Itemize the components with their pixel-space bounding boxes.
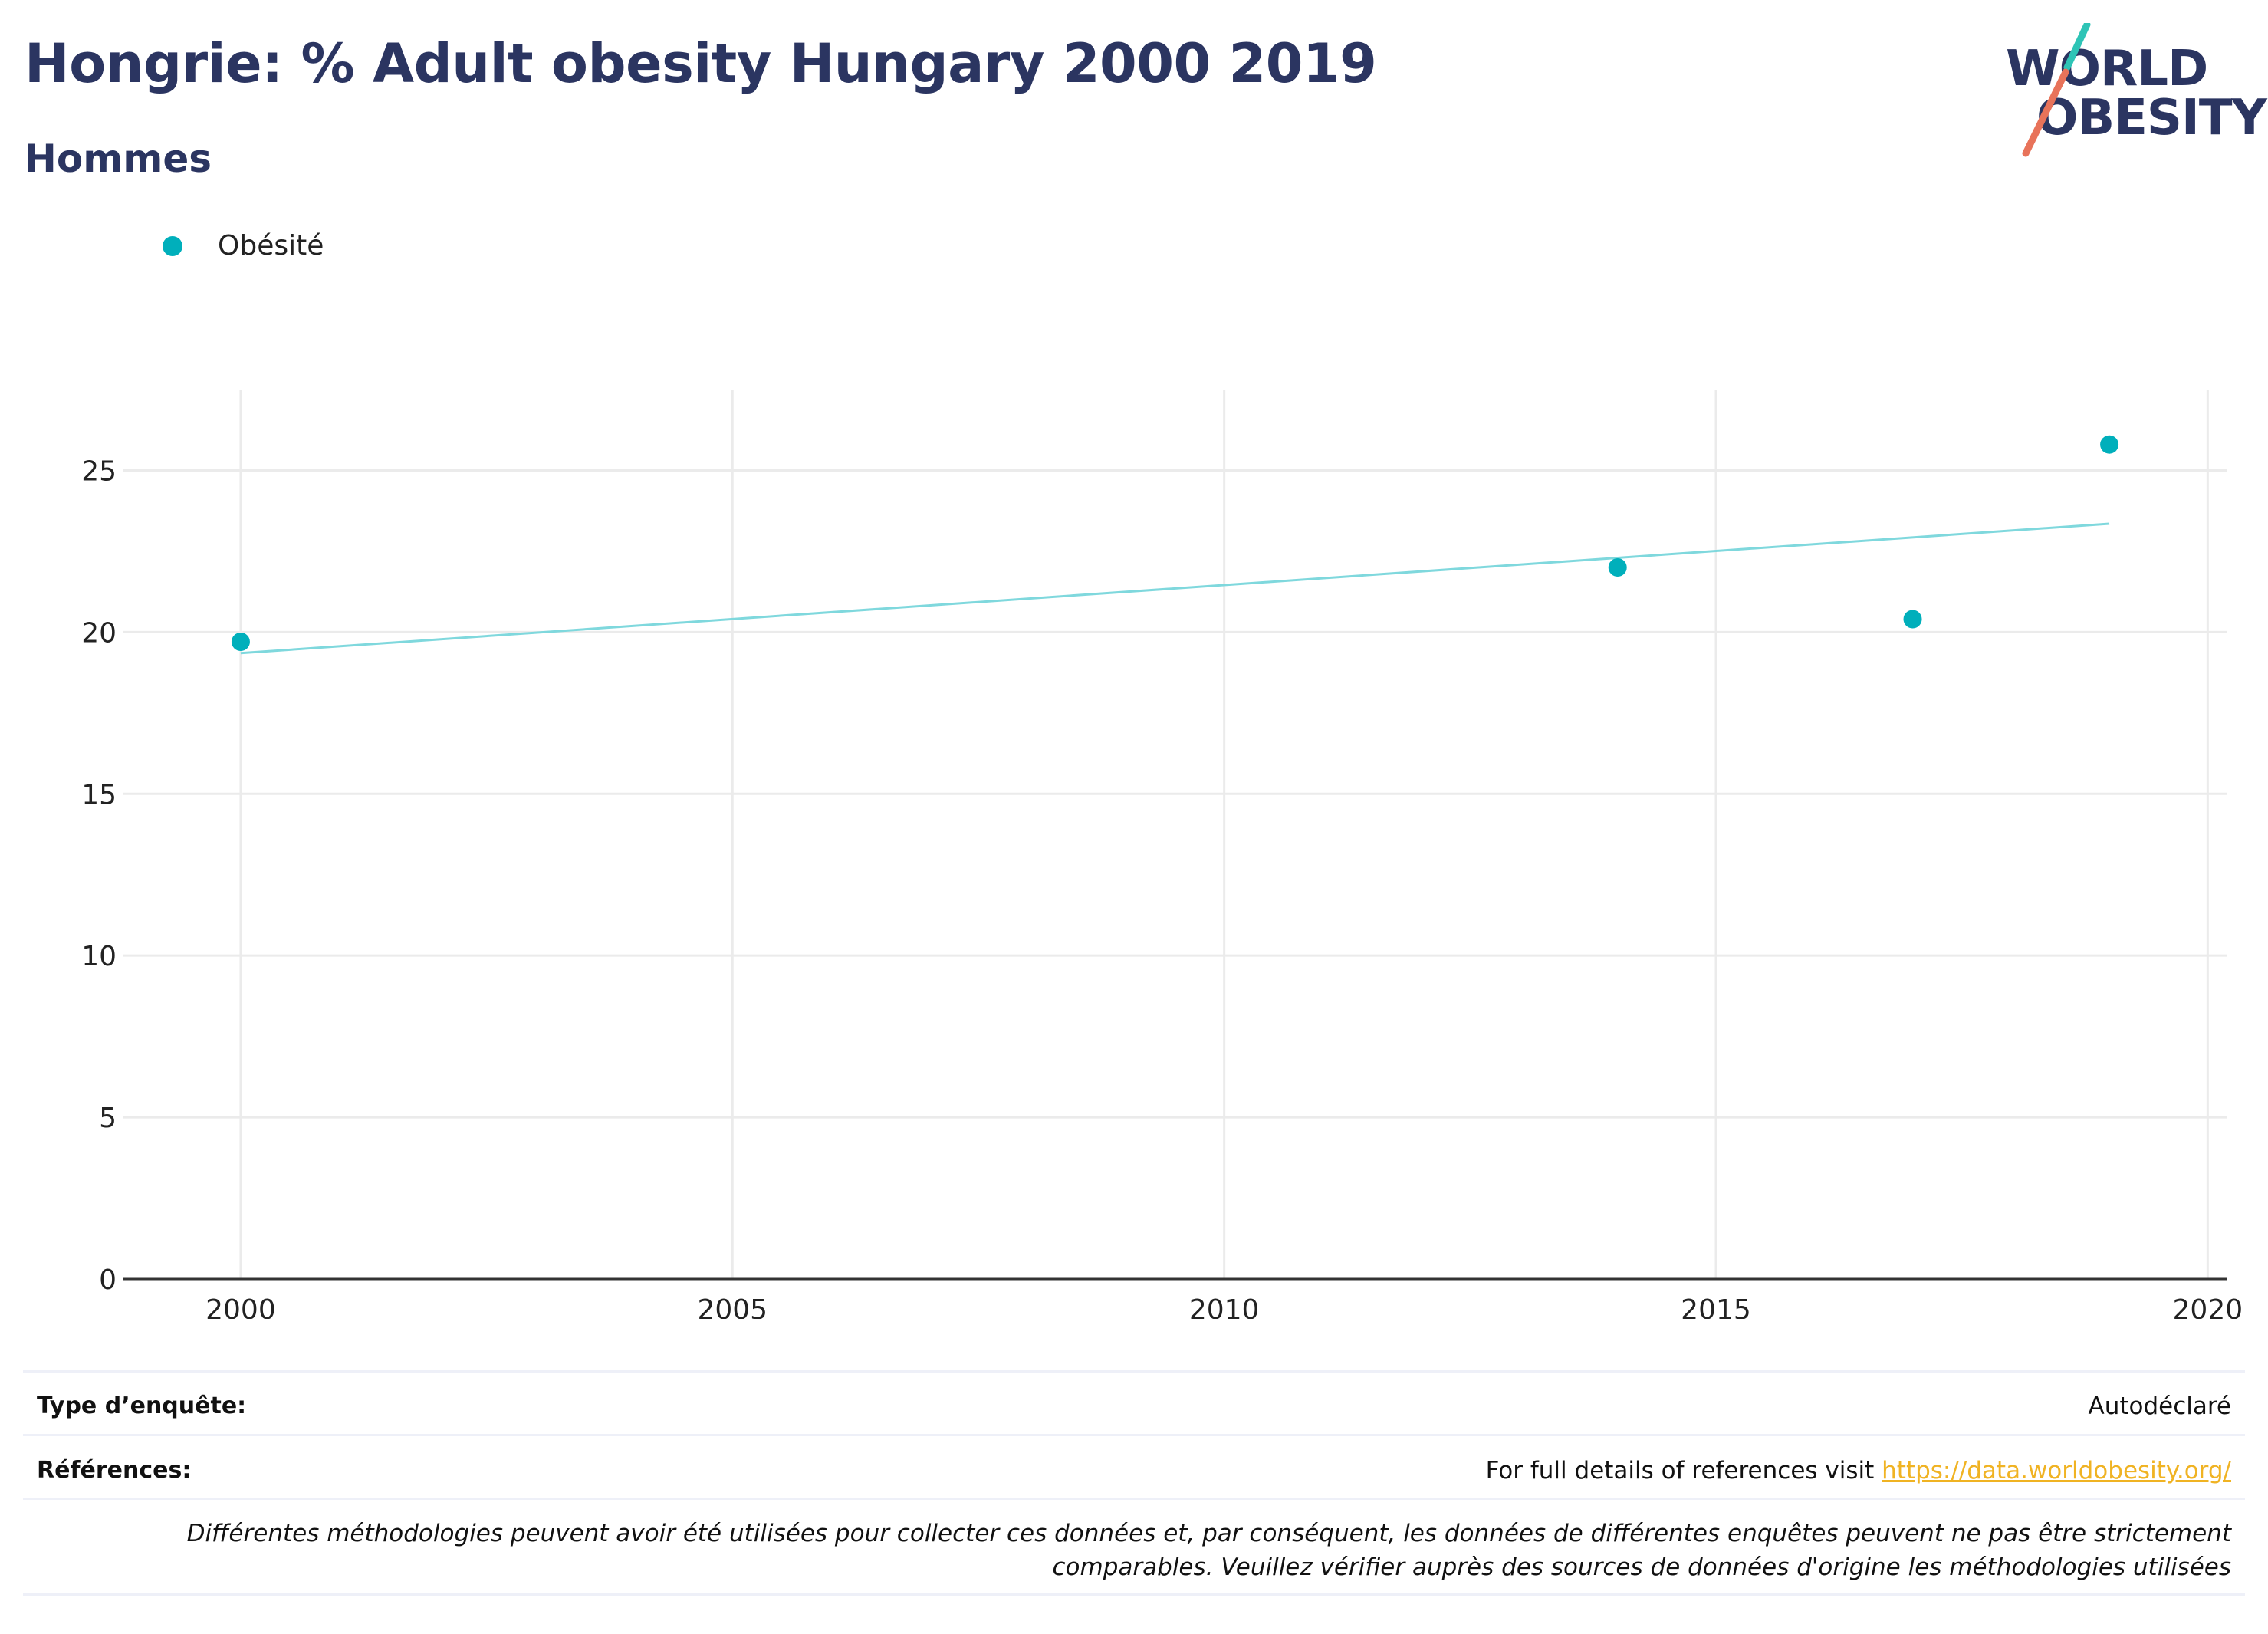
references-value: For full details of references visit htt… xyxy=(1486,1457,2231,1484)
y-tick-label: 10 xyxy=(81,941,117,972)
trendline xyxy=(240,522,2110,655)
page-title: Hongrie: % Adult obesity Hungary 2000 20… xyxy=(25,32,1377,95)
survey-type-label: Type d’enquête: xyxy=(37,1392,247,1419)
x-tick-label: 2015 xyxy=(1681,1294,1751,1319)
y-gridlines xyxy=(123,469,2227,1119)
chart-subtitle: Hommes xyxy=(25,136,212,181)
methodology-note-line-2: comparables. Veuillez vérifier auprès de… xyxy=(1052,1553,2231,1581)
data-points xyxy=(231,435,2119,652)
y-tick-label: 0 xyxy=(99,1264,117,1296)
footer-divider xyxy=(23,1498,2245,1500)
footer-divider-top xyxy=(23,1370,2245,1373)
references-text: For full details of references visit xyxy=(1485,1457,1875,1484)
survey-type-value: Autodéclaré xyxy=(2088,1392,2231,1420)
x-tick-label: 2000 xyxy=(205,1294,276,1319)
logo-line-1: WORLD xyxy=(2006,41,2208,97)
legend-label: Obésité xyxy=(218,230,324,261)
x-tick-label: 2010 xyxy=(1189,1294,1260,1319)
y-tick-labels: 0 5 10 15 20 25 xyxy=(81,455,117,1296)
data-point xyxy=(231,633,250,652)
y-tick-label: 15 xyxy=(81,779,117,810)
x-gridlines xyxy=(239,390,2209,1279)
methodology-note-line-1: Différentes méthodologies peuvent avoir … xyxy=(186,1520,2231,1547)
references-label: Références: xyxy=(37,1457,192,1484)
x-tick-label: 2005 xyxy=(697,1294,768,1319)
data-point xyxy=(2100,435,2119,454)
world-obesity-logo[interactable]: WORLD OBESITY xyxy=(1994,23,2267,161)
chart-plot: 0 5 10 15 20 25 2000 2005 2010 2015 2020 xyxy=(81,390,2243,1319)
chart-legend[interactable]: Obésité xyxy=(153,230,324,261)
y-tick-label: 25 xyxy=(81,455,117,487)
logo-slash-icon xyxy=(2022,23,2091,157)
x-tick-labels: 2000 2005 2010 2015 2020 xyxy=(205,1294,2243,1319)
logo-line-2: OBESITY xyxy=(2036,90,2267,146)
data-point xyxy=(1903,610,1922,629)
references-link[interactable]: https://data.worldobesity.org/ xyxy=(1882,1457,2231,1484)
x-tick-label: 2020 xyxy=(2173,1294,2243,1319)
data-point xyxy=(1608,558,1627,577)
methodology-note: Différentes méthodologies peuvent avoir … xyxy=(161,1517,2231,1584)
legend-marker-icon xyxy=(163,235,182,256)
y-tick-label: 20 xyxy=(81,617,117,649)
y-tick-label: 5 xyxy=(99,1103,117,1134)
footer-divider-bottom xyxy=(23,1593,2245,1596)
footer-divider xyxy=(23,1434,2245,1436)
